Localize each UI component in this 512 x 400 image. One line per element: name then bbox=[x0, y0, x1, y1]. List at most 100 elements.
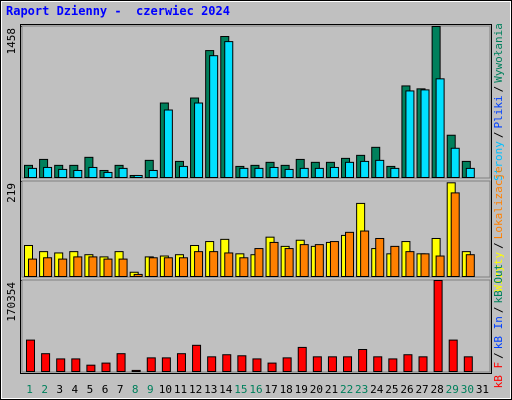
bar bbox=[327, 356, 337, 373]
x-tick-label: 23 bbox=[355, 383, 368, 396]
y-tick-label: 170354 bbox=[5, 282, 18, 322]
bar bbox=[375, 159, 385, 178]
bar bbox=[360, 230, 370, 277]
bar bbox=[312, 356, 322, 373]
bar bbox=[420, 253, 430, 277]
bar bbox=[146, 357, 156, 372]
bar bbox=[194, 251, 204, 278]
bar bbox=[373, 356, 383, 373]
legend-entry: Wywołania bbox=[492, 23, 505, 83]
bar bbox=[73, 169, 83, 178]
bar bbox=[343, 356, 353, 373]
bar bbox=[178, 165, 188, 179]
bar bbox=[194, 102, 204, 178]
x-tick-label: 17 bbox=[264, 383, 277, 396]
x-tick-label: 20 bbox=[310, 383, 323, 396]
bar bbox=[314, 244, 324, 278]
x-tick-label: 31 bbox=[476, 383, 489, 396]
legend-entry: kB F bbox=[492, 362, 505, 389]
bar bbox=[192, 344, 202, 372]
chart-title: Raport Dzienny - czerwiec 2024 bbox=[6, 4, 230, 18]
x-tick-label: 18 bbox=[280, 383, 293, 396]
bar bbox=[163, 109, 173, 178]
x-tick-label: 2 bbox=[41, 383, 48, 396]
x-tick-label: 11 bbox=[174, 383, 187, 396]
x-tick-label: 19 bbox=[295, 383, 308, 396]
bar bbox=[435, 255, 445, 277]
bar bbox=[448, 339, 458, 373]
bar bbox=[433, 280, 443, 372]
bar bbox=[71, 358, 81, 372]
legend-entry: Lokalizacje bbox=[492, 166, 505, 239]
bar bbox=[131, 369, 141, 373]
bar bbox=[405, 251, 415, 278]
bar bbox=[269, 241, 279, 277]
bar bbox=[133, 174, 143, 179]
bar bbox=[388, 358, 398, 372]
bar bbox=[463, 356, 473, 373]
legend-separator: / bbox=[492, 306, 505, 313]
x-tick-label: 9 bbox=[147, 383, 154, 396]
bar bbox=[41, 353, 51, 373]
bar bbox=[178, 257, 188, 278]
bar bbox=[254, 167, 264, 178]
bar bbox=[88, 256, 98, 277]
x-tick-label: 26 bbox=[400, 383, 413, 396]
bar bbox=[252, 358, 262, 372]
bar bbox=[161, 357, 171, 372]
x-tick-label: 25 bbox=[385, 383, 398, 396]
y-tick-label: 1458 bbox=[5, 28, 18, 55]
bar bbox=[58, 168, 68, 178]
bar bbox=[209, 55, 219, 178]
legend-separator: / bbox=[492, 131, 505, 138]
legend: Wizyty / Lokalizacje bbox=[492, 166, 505, 291]
bar bbox=[86, 364, 96, 373]
x-tick-label: 29 bbox=[446, 383, 459, 396]
bar bbox=[299, 244, 309, 278]
bar bbox=[101, 362, 111, 372]
legend-entry: Wizyty bbox=[492, 252, 505, 292]
bar bbox=[43, 166, 53, 179]
x-tick-label: 21 bbox=[325, 383, 338, 396]
bar bbox=[176, 353, 186, 373]
x-tick-label: 10 bbox=[159, 383, 172, 396]
x-tick-label: 7 bbox=[117, 383, 124, 396]
x-tick-label: 24 bbox=[370, 383, 384, 396]
bar bbox=[282, 357, 292, 372]
bar bbox=[73, 256, 83, 277]
bar bbox=[435, 78, 445, 178]
bar bbox=[450, 192, 460, 277]
x-tick-label: 3 bbox=[56, 383, 63, 396]
x-tick-label: 27 bbox=[415, 383, 428, 396]
bar bbox=[224, 41, 234, 179]
bar bbox=[43, 257, 53, 278]
x-tick-label: 16 bbox=[249, 383, 262, 396]
bar bbox=[345, 231, 355, 278]
x-tick-label: 5 bbox=[87, 383, 94, 396]
bar bbox=[58, 258, 68, 278]
bar bbox=[118, 258, 128, 278]
bar bbox=[133, 273, 143, 278]
bar bbox=[450, 147, 460, 178]
bar bbox=[224, 252, 234, 278]
bar bbox=[390, 245, 400, 277]
bar bbox=[329, 166, 339, 179]
bar bbox=[465, 167, 475, 178]
bar bbox=[375, 237, 385, 277]
bar bbox=[405, 90, 415, 178]
bar bbox=[403, 354, 413, 373]
bar bbox=[284, 248, 294, 278]
plot-frame bbox=[20, 24, 492, 374]
bar bbox=[239, 257, 249, 278]
bar bbox=[26, 339, 35, 373]
legend-entry: Pliki bbox=[492, 95, 505, 128]
bar bbox=[118, 167, 128, 178]
y-tick-label: 219 bbox=[5, 183, 18, 203]
x-tick-label: 4 bbox=[72, 383, 79, 396]
legend-separator: / bbox=[492, 352, 505, 359]
legend: Strony / Pliki / Wywołania bbox=[492, 23, 505, 181]
bar bbox=[56, 358, 66, 372]
bar bbox=[465, 254, 475, 277]
